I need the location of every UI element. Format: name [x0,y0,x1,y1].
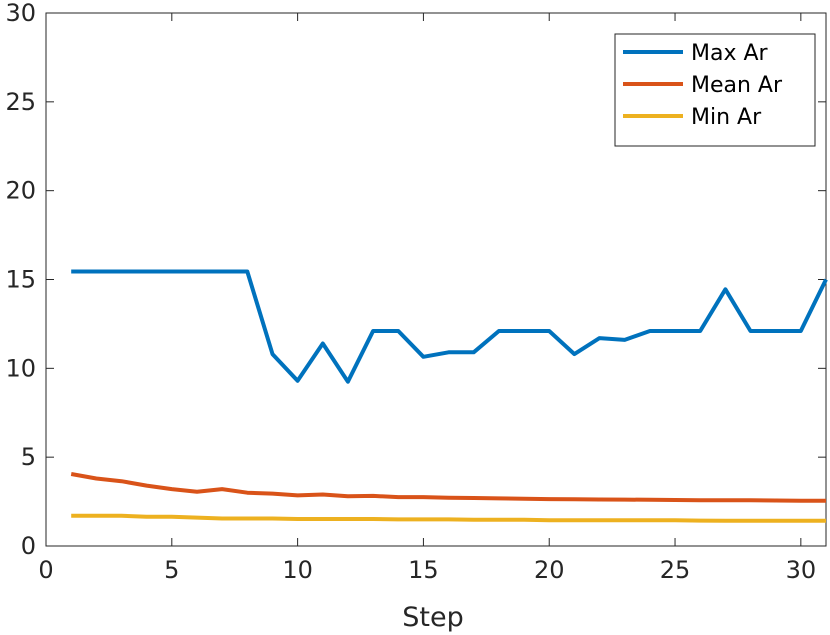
y-tick-label: 15 [5,266,36,294]
x-axis: 0 5 10 15 20 25 30 [38,13,816,584]
y-tick-label: 5 [21,443,36,471]
x-tick-label: 5 [164,556,179,584]
series-line-max-ar [71,269,828,384]
x-axis-label: Step [402,602,463,633]
y-tick-label: 30 [5,0,36,27]
legend-label: Min Ar [691,105,762,130]
legend-label: Max Ar [691,41,769,66]
series-line-min-ar [71,513,826,523]
x-tick-label: 15 [408,556,439,584]
x-tick-label: 20 [534,556,565,584]
x-tick-label: 25 [660,556,691,584]
series-lines [70,269,828,523]
y-tick-label: 25 [5,88,36,116]
x-tick-label: 10 [282,556,313,584]
series-line-mean-ar [70,472,826,503]
x-tick-label: 30 [786,556,817,584]
x-tick-label: 0 [38,556,53,584]
y-tick-label: 10 [5,354,36,382]
y-axis: 0 5 10 15 20 25 30 [5,0,826,560]
legend-label: Mean Ar [691,73,783,98]
legend: Max Ar Mean Ar Min Ar [614,33,816,147]
y-tick-label: 0 [21,532,36,560]
y-tick-label: 20 [5,177,36,205]
